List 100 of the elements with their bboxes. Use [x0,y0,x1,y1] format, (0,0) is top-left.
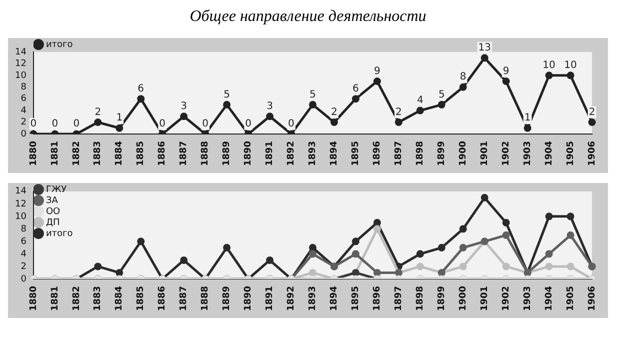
data-label: 6 [138,83,144,94]
x-tick-label: 1896 [372,140,383,166]
x-tick-label: 1891 [265,140,276,166]
data-label: 0 [30,118,37,130]
data-label: 0 [288,118,294,130]
x-tick-label: 1895 [351,140,362,166]
x-tick-label: 1882 [72,286,82,312]
y-tick-label: 0 [20,274,27,284]
x-tick-label: 1900 [458,140,468,166]
x-tick-label: 1901 [480,286,490,312]
x-tick-label: 1883 [93,140,104,166]
data-label: 3 [266,100,273,112]
chart-title: Общее направление деятельности [188,8,428,27]
x-tick-label: 1898 [415,140,426,166]
data-label: 2 [588,106,596,118]
x-tick-label: 1905 [566,140,576,166]
y-tick-label: 4 [20,106,27,116]
x-tick-label: 1906 [587,286,598,312]
x-tick-label: 1886 [158,286,168,312]
data-label: 13 [478,42,491,54]
data-label: 0 [245,118,252,130]
data-label: 6 [352,83,359,94]
data-label: 2 [395,106,402,118]
y-tick-label: 2 [20,118,26,128]
x-tick-label: 1887 [179,286,190,312]
x-tick-label: 1894 [330,140,340,166]
x-tick-label: 1885 [136,140,146,166]
x-tick-label: 1897 [394,140,404,166]
x-tick-label: 1884 [114,286,125,312]
x-tick-label: 1889 [222,140,232,166]
data-label: 1 [116,112,123,124]
y-tick-label: 6 [20,236,27,247]
legend-label: ЗА [46,196,59,206]
x-tick-label: 1899 [436,286,447,312]
data-label: 5 [438,89,445,100]
x-tick-label: 1886 [158,140,168,166]
data-label: 3 [180,100,188,112]
y-tick-label: 8 [20,224,27,234]
data-label: 4 [416,95,424,106]
x-tick-label: 1900 [458,286,468,312]
x-tick-label: 1903 [522,140,533,166]
x-tick-label: 1880 [28,286,39,312]
x-tick-label: 1904 [544,140,554,166]
y-tick-label: 10 [15,70,27,81]
data-label: 0 [202,118,209,130]
legend-label: ДП [46,218,60,228]
x-tick-label: 1883 [93,286,104,312]
data-label: 5 [310,89,316,100]
y-tick-label: 2 [20,262,26,272]
x-tick-label: 1882 [72,140,82,166]
x-tick-label: 1892 [286,140,297,166]
x-tick-label: 1885 [136,286,146,312]
x-tick-label: 1890 [244,140,254,166]
x-tick-label: 1899 [436,140,447,166]
x-tick-label: 1903 [522,286,533,312]
data-label: 10 [564,60,577,72]
x-tick-label: 1902 [501,140,512,166]
data-label: 0 [159,118,166,130]
legend-label: ГЖУ [46,184,68,195]
data-label: 10 [542,60,556,72]
x-tick-label: 1901 [480,140,490,166]
x-tick-label: 1894 [330,286,340,312]
legend-label: итого [46,228,74,239]
y-tick-label: 4 [20,249,27,260]
y-tick-label: 6 [20,94,27,104]
x-tick-label: 1898 [415,286,426,312]
x-tick-label: 1895 [351,286,362,312]
x-tick-label: 1906 [587,140,598,166]
x-tick-label: 1887 [179,140,190,166]
x-tick-label: 1884 [114,140,125,166]
x-tick-label: 1888 [200,140,211,166]
data-label: 1 [524,112,531,124]
x-tick-label: 1897 [394,286,404,312]
y-tick-label: 14 [15,47,27,58]
legend-label: ОО [46,206,60,217]
y-tick-label: 8 [20,82,27,92]
data-label: 0 [73,118,80,130]
y-tick-label: 0 [20,129,27,140]
x-tick-label: 1889 [222,286,232,312]
legend-label: итого [46,40,74,50]
data-label: 2 [94,106,102,118]
x-tick-label: 1880 [28,140,39,166]
x-tick-label: 1893 [308,140,318,166]
x-tick-label: 1893 [308,286,318,312]
x-tick-label: 1891 [265,286,276,312]
x-tick-label: 1881 [50,140,60,166]
x-tick-label: 1881 [50,286,60,312]
data-label: 0 [52,118,58,130]
x-tick-label: 1902 [501,286,512,312]
x-tick-label: 1896 [372,286,383,312]
x-tick-label: 1888 [200,286,211,312]
x-tick-label: 1904 [544,286,554,312]
data-label: 9 [374,66,380,77]
y-tick-label: 12 [15,59,26,70]
data-label: 5 [224,89,230,100]
data-label: 9 [502,66,510,77]
y-tick-label: 14 [15,186,27,197]
data-label: 2 [331,106,338,118]
y-tick-label: 10 [15,212,27,222]
x-tick-label: 1890 [244,286,254,312]
